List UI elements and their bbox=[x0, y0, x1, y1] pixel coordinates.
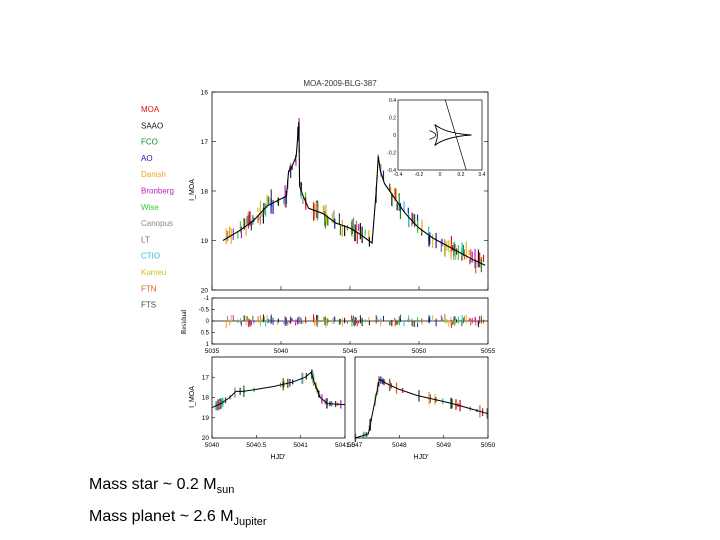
legend-item-fco: FCO bbox=[141, 138, 158, 147]
zoom-left-ytick-label: 17 bbox=[202, 374, 210, 381]
legend-item-danish: Danish bbox=[141, 170, 166, 179]
main-ytick-label: 17 bbox=[201, 139, 209, 146]
inset-ytick-label: 0.4 bbox=[389, 98, 396, 104]
zoom-left-ytick-label: 19 bbox=[202, 415, 210, 422]
residual-ylabel: Residual bbox=[180, 310, 188, 335]
zoom-left-xtick-label: 5040.5 bbox=[246, 442, 266, 449]
inset-xtick-label: 0.4 bbox=[479, 172, 486, 178]
legend-item-lt: LT bbox=[141, 235, 150, 244]
residual-xtick-label: 5050 bbox=[412, 348, 427, 355]
legend-item-canopus: Canopus bbox=[141, 219, 173, 228]
residual-ytick-label: 0 bbox=[206, 319, 210, 325]
legend-item-moa: MOA bbox=[141, 105, 160, 114]
zoom-right-frame bbox=[354, 356, 489, 439]
inset-ytick-label: -0.4 bbox=[387, 168, 396, 174]
zoom-left-xlabel: HJD' bbox=[271, 454, 286, 461]
main-ylabel: I_MOA bbox=[189, 179, 196, 201]
legend-item-ftn: FTN bbox=[141, 284, 157, 293]
caption-planet-mass: Mass planet ~ 2.6 MJupiter bbox=[89, 508, 267, 528]
legend-item-fts: FTS bbox=[141, 301, 156, 310]
legend-item-ao: AO bbox=[141, 154, 153, 163]
residual-ytick-label: -0.5 bbox=[199, 308, 210, 314]
caption-star-mass: Mass star ~ 0.2 Msun bbox=[89, 476, 234, 496]
zoom-left-ylabel: I_MOA bbox=[189, 386, 196, 408]
inset-xtick-label: 0 bbox=[439, 172, 442, 178]
residual-ytick-label: -1 bbox=[204, 296, 210, 302]
inset-xtick-label: -0.2 bbox=[415, 172, 424, 178]
zoom-left-xtick-label: 5040 bbox=[205, 442, 220, 449]
inset-source-trajectory bbox=[444, 99, 467, 171]
residual-xtick-label: 5040 bbox=[274, 348, 289, 355]
residual-xtick-label: 5045 bbox=[343, 348, 358, 355]
zoom-right-xlabel: HJD' bbox=[414, 454, 429, 461]
main-ytick-label: 20 bbox=[201, 288, 209, 295]
residual-xtick-label: 5055 bbox=[481, 348, 496, 355]
inset-ytick-label: 0 bbox=[393, 133, 396, 139]
main-ytick-label: 19 bbox=[201, 238, 209, 245]
zoom-left-xtick-label: 5041 bbox=[293, 442, 308, 449]
caption-planet-mass-unit: Jupiter bbox=[233, 516, 267, 528]
zoom-right-xtick-label: 5050 bbox=[481, 442, 496, 449]
main-ytick-label: 18 bbox=[201, 189, 209, 196]
zoom-left-ytick-label: 20 bbox=[202, 435, 210, 442]
inset-ytick-label: -0.2 bbox=[387, 151, 396, 157]
zoom-left-xtick-label: 5041.5 bbox=[335, 442, 355, 449]
caption-planet-mass-text: Mass planet ~ 2.6 M bbox=[89, 508, 234, 525]
zoom-right-xtick-label: 5047 bbox=[348, 442, 363, 449]
residual-ytick-label: 1 bbox=[206, 342, 210, 348]
inset-ytick-label: 0.2 bbox=[389, 116, 396, 122]
zoom-right-xtick-label: 5049 bbox=[436, 442, 451, 449]
caption-star-mass-text: Mass star ~ 0.2 M bbox=[89, 476, 217, 493]
zoom-left-frame bbox=[211, 356, 346, 439]
inset-xtick-label: 0.2 bbox=[458, 172, 465, 178]
residual-ytick-label: 0.5 bbox=[201, 331, 210, 337]
main-ytick-label: 16 bbox=[201, 90, 209, 97]
zoom-right-xtick-label: 5048 bbox=[392, 442, 407, 449]
legend-item-ctio: CTIO bbox=[141, 252, 160, 261]
legend-item-bronberg: Bronberg bbox=[141, 187, 174, 196]
zoom-left-ytick-label: 18 bbox=[202, 395, 210, 402]
residual-xtick-label: 5035 bbox=[205, 348, 220, 355]
zoom-left-curve bbox=[211, 371, 346, 409]
chart-title: MOA-2009-BLG-387 bbox=[303, 79, 377, 88]
legend-item-kumeu: Kumeu bbox=[141, 268, 166, 277]
legend-item-saao: SAAO bbox=[141, 121, 163, 130]
main-model-curve bbox=[222, 121, 486, 266]
inset-xtick-label: -0.4 bbox=[394, 172, 403, 178]
zoom-right-curve bbox=[354, 378, 489, 439]
inset-caustic-inner bbox=[429, 130, 437, 140]
caption-star-mass-unit: sun bbox=[216, 484, 235, 496]
legend: MOA SAAO FCO AO Danish Bronberg Wise Canopus LT C… bbox=[141, 105, 174, 310]
legend-item-wise: Wise bbox=[141, 203, 159, 212]
inset-caustic bbox=[434, 124, 472, 146]
